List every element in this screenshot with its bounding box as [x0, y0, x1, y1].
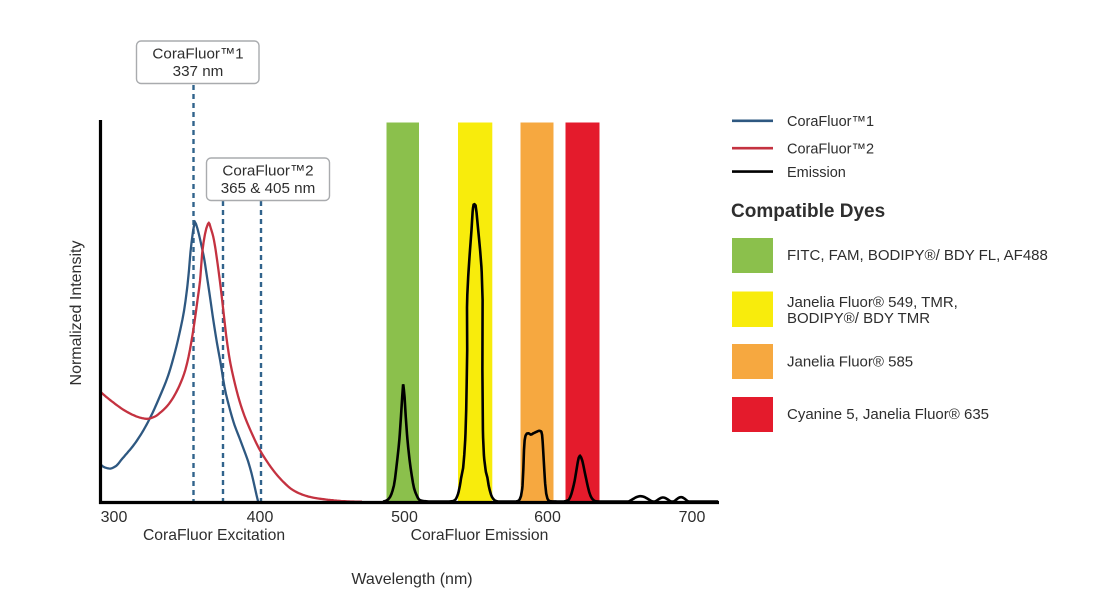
svg-text:CoraFluor™1: CoraFluor™1	[787, 114, 874, 130]
svg-text:BODIPY®/ BDY TMR: BODIPY®/ BDY TMR	[787, 310, 930, 327]
svg-text:CoraFluor™1: CoraFluor™1	[152, 45, 243, 62]
svg-text:Emission: Emission	[787, 165, 846, 181]
svg-text:400: 400	[247, 509, 274, 526]
svg-text:CoraFluor™2: CoraFluor™2	[222, 162, 313, 179]
svg-text:700: 700	[679, 509, 706, 526]
svg-text:Janelia Fluor® 549, TMR,: Janelia Fluor® 549, TMR,	[787, 294, 958, 311]
svg-text:337 nm: 337 nm	[173, 63, 224, 80]
svg-text:CoraFluor Emission: CoraFluor Emission	[411, 527, 549, 544]
svg-text:CoraFluor Excitation: CoraFluor Excitation	[143, 527, 285, 544]
svg-text:600: 600	[534, 509, 561, 526]
svg-text:300: 300	[101, 509, 128, 526]
svg-text:FITC, FAM, BODIPY®/ BDY FL, AF: FITC, FAM, BODIPY®/ BDY FL, AF488	[787, 247, 1048, 264]
svg-text:Normalized Intensity: Normalized Intensity	[68, 241, 85, 386]
svg-text:Compatible Dyes: Compatible Dyes	[731, 201, 885, 222]
svg-text:500: 500	[391, 509, 418, 526]
svg-text:Janelia Fluor® 585: Janelia Fluor® 585	[787, 354, 913, 371]
svg-text:Cyanine 5, Janelia Fluor® 635: Cyanine 5, Janelia Fluor® 635	[787, 406, 989, 423]
svg-text:365 & 405 nm: 365 & 405 nm	[221, 180, 316, 197]
svg-text:CoraFluor™2: CoraFluor™2	[787, 142, 874, 158]
svg-text:Wavelength (nm): Wavelength (nm)	[351, 571, 472, 588]
